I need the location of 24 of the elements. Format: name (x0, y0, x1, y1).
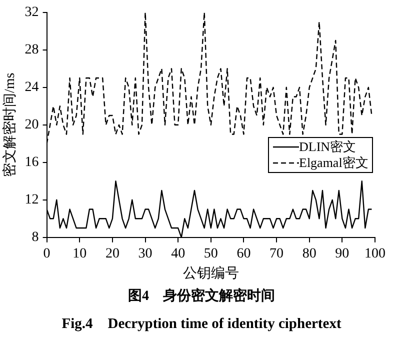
y-tick-label: 20 (24, 118, 39, 133)
x-tick-label: 0 (43, 246, 50, 262)
text: Fig.4 Decryption time of identity ciphertext (60, 315, 342, 333)
y-axis-title: 密文解密时间/ms (2, 72, 18, 178)
y-tick-label: 28 (24, 42, 39, 58)
x-tick-label: 100 (364, 246, 386, 262)
text: 图4 身份密文解密时间 (127, 287, 276, 305)
x-tick-label: 80 (302, 246, 316, 262)
x-tick-label: 90 (335, 246, 350, 262)
x-tick-label: 20 (105, 246, 120, 262)
x-tick-label: 40 (171, 246, 186, 262)
y-tick-label: 24 (24, 80, 39, 96)
x-tick-label: 60 (236, 246, 251, 262)
x-axis-title: 公钥编号 (182, 265, 239, 282)
y-tick-label: 16 (24, 155, 39, 170)
legend-label: DLIN密文 (299, 138, 356, 155)
x-tick-label: 70 (270, 246, 284, 262)
y-tick-label: 32 (24, 5, 39, 20)
x-tick-label: 30 (138, 246, 152, 262)
legend-label: Elgamal密文 (299, 154, 368, 171)
x-tick-label: 50 (204, 246, 218, 262)
x-tick-label: 10 (72, 246, 87, 262)
y-tick-label: 12 (24, 192, 39, 208)
y-tick-label: 8 (32, 230, 39, 246)
